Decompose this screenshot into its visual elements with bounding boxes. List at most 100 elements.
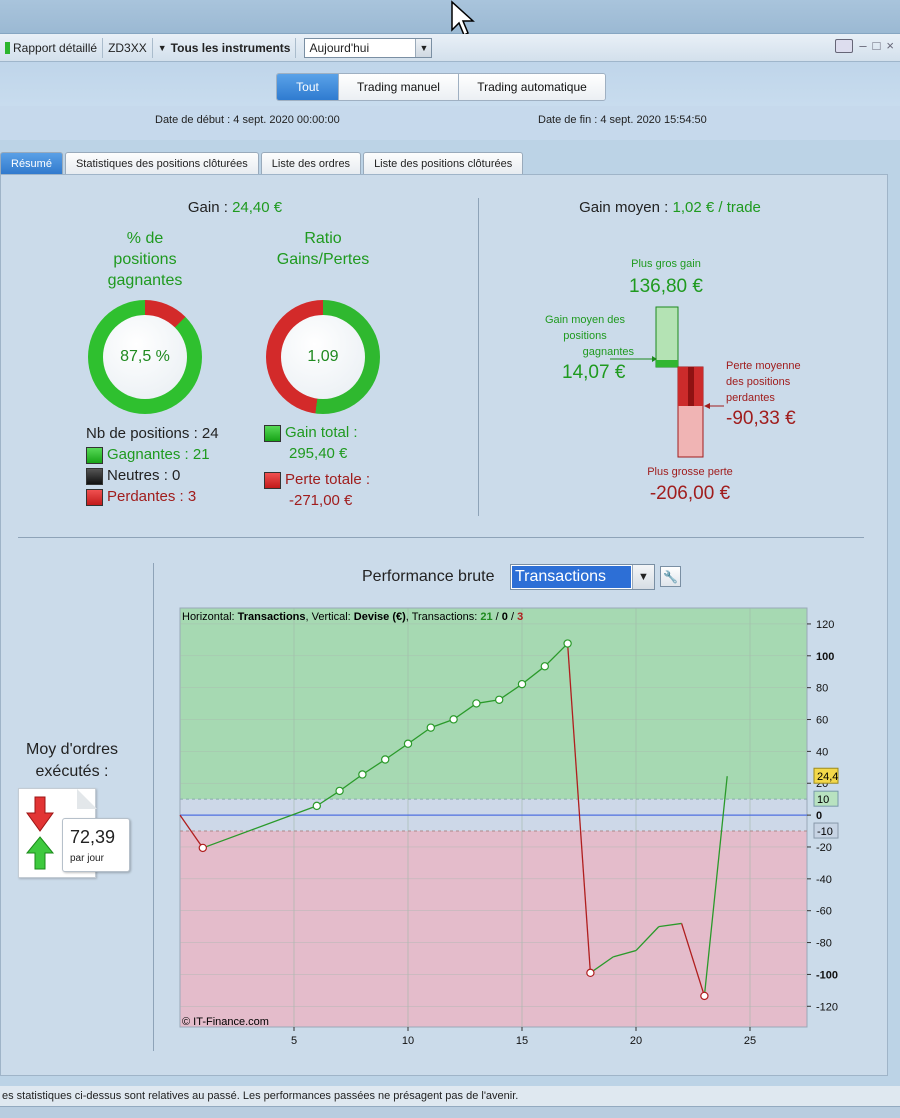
avg-gain-loss-bars (610, 306, 724, 458)
chevron-down-icon: ▼ (415, 38, 432, 57)
maximize-icon[interactable]: □ (872, 38, 881, 53)
wrench-icon[interactable]: 🔧 (660, 566, 681, 587)
x-tick-label: 20 (630, 1035, 642, 1047)
gain-segment (316, 790, 340, 807)
minimize-icon[interactable]: – (859, 38, 867, 53)
data-point (700, 991, 709, 1001)
chart-credit: © IT-Finance.com (182, 1016, 269, 1028)
green-square-icon (86, 446, 103, 464)
tab-summary[interactable]: Résumé (0, 152, 63, 175)
performance-label: Performance brute (362, 568, 495, 585)
chart-header: Horizontal: Transactions, Vertical: Devi… (182, 611, 523, 623)
loss-total: Perte totale : (264, 469, 370, 490)
date-range: Date de début : 4 sept. 2020 00:00:00 Da… (0, 106, 900, 140)
disclaimer: es statistiques ci-dessus sont relatives… (0, 1086, 900, 1106)
gain-segment (339, 773, 363, 792)
data-point (426, 723, 435, 732)
green-square-icon (264, 424, 281, 442)
upper-threshold-label-box (813, 790, 839, 807)
ratio-value: 1,09 (281, 315, 365, 399)
mode-all-button[interactable]: Tout (277, 74, 339, 100)
mode-auto-button[interactable]: Trading automatique (459, 74, 605, 100)
gain-segment (613, 949, 637, 958)
neutral-count: Neutres : 0 (86, 465, 219, 486)
y-tick-label: 100 (816, 651, 834, 663)
data-point (358, 770, 367, 779)
gain-summary: Gain : 24,40 € (187, 199, 283, 216)
y-tick-label: -100 (816, 969, 838, 981)
lower-threshold-label: -10 (813, 822, 839, 839)
report-toolbar: Rapport détaillé ZD3XX ▼ Tous les instru… (0, 34, 900, 62)
x-tick-label: 10 (402, 1035, 414, 1047)
report-tabs: Résumé Statistiques des positions clôtur… (0, 152, 525, 175)
last-value-label-text: 24,4 (817, 771, 838, 783)
gain-loss-totals: Gain total : 295,40 € Perte totale : -27… (264, 422, 370, 511)
os-taskbar (0, 0, 900, 34)
y-tick-label: 0 (816, 810, 822, 822)
close-icon[interactable]: × (886, 38, 894, 53)
x-tick-label: 25 (744, 1035, 756, 1047)
mode-manual-button[interactable]: Trading manuel (339, 74, 459, 100)
average-gain: Gain moyen : 1,02 € / trade (579, 199, 761, 216)
win-rate-title: % de positions gagnantes (107, 230, 183, 289)
max-gain-label: Plus gros gain (631, 258, 701, 270)
report-icon (5, 41, 10, 54)
orders-label: Moy d'ordres exécutés : (26, 741, 118, 780)
data-point (403, 739, 413, 748)
mode-bar: Tout Trading manuel Trading automatique (0, 62, 900, 106)
gain-segment (384, 743, 409, 761)
gain-segment (544, 643, 569, 667)
arrow-down-icon (26, 796, 54, 832)
end-date: Date de fin : 4 sept. 2020 15:54:50 (538, 114, 707, 126)
chart-zones (179, 607, 808, 1028)
instruments-menu[interactable]: ▼ Tous les instruments (153, 37, 297, 58)
period-select[interactable]: Aujourd'hui ▼ (304, 37, 433, 58)
orders-per-day-unit: par jour (70, 853, 104, 864)
max-loss-value: -206,00 € (649, 483, 731, 504)
ratio-title: Ratio Gains/Pertes (276, 230, 370, 268)
last-value-label: 24,4 (813, 767, 839, 784)
loss-total-value: -271,00 € (289, 492, 353, 509)
start-date: Date de début : 4 sept. 2020 00:00:00 (155, 114, 340, 126)
gain-segment (498, 683, 523, 701)
win-rate-donut: 87,5 % (88, 300, 202, 414)
status-bar (0, 1106, 900, 1118)
gain-segment (703, 776, 728, 997)
tab-closed-position-list[interactable]: Liste des positions clôturées (363, 152, 524, 175)
chart-value-labels: 24,4 10 -10 (813, 767, 839, 839)
red-square-icon (264, 471, 281, 489)
data-point (312, 801, 321, 811)
gain-total: Gain total : (264, 422, 370, 443)
detailed-report-button[interactable]: Rapport détaillé (0, 37, 104, 58)
gain-zone (180, 608, 807, 800)
window-controls: – □ × (835, 38, 894, 53)
data-point (335, 786, 344, 796)
data-point (198, 843, 207, 853)
dropdown-triangle-icon: ▼ (157, 42, 167, 53)
chart-lines (179, 643, 728, 997)
tab-order-list[interactable]: Liste des ordres (260, 152, 362, 175)
avg-win-label: Gain moyen des positions gagnantes (544, 314, 634, 358)
average-gain-value: 1,02 € / trade (672, 199, 761, 216)
horizontal-divider (18, 537, 864, 538)
black-square-icon (86, 467, 103, 485)
y-tick-label: -20 (816, 842, 832, 854)
order-arrows-icon (25, 789, 97, 870)
arrow-up-icon (25, 836, 55, 870)
performance-axis-select[interactable]: Transactions ▼ (510, 564, 655, 590)
account-label[interactable]: ZD3XX (103, 37, 153, 58)
position-counts: Nb de positions : 24 Gagnantes : 21 Neut… (86, 423, 219, 507)
arrow-left-icon (704, 403, 710, 409)
avg-loss-label: Perte moyenne des positions perdantes (726, 360, 801, 404)
tab-closed-position-stats[interactable]: Statistiques des positions clôturées (64, 152, 259, 175)
x-axis: 5 10 15 20 25 (291, 1027, 756, 1047)
plot-frame (179, 607, 808, 1028)
performance-chart: 120 100 80 60 40 20 0 -20 -40 -60 -80 -100 -120 5 10 1… (179, 607, 839, 1047)
gain-segment (362, 758, 386, 776)
positions-count: Nb de positions : 24 (86, 425, 219, 442)
avg-win-bar (656, 360, 678, 367)
print-icon[interactable] (835, 38, 854, 53)
gain-loss-ratio-donut: 1,09 (266, 300, 380, 414)
x-tick-label: 15 (516, 1035, 528, 1047)
